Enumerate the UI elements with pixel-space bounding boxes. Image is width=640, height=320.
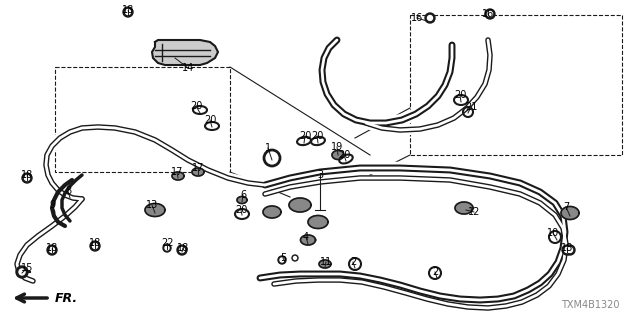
Text: 18: 18 [122, 5, 134, 15]
Text: 4: 4 [303, 232, 309, 242]
Text: 18: 18 [561, 243, 573, 253]
Circle shape [47, 245, 57, 255]
Polygon shape [319, 260, 331, 268]
Circle shape [24, 175, 29, 180]
Circle shape [177, 245, 187, 255]
Text: TXM4B1320: TXM4B1320 [561, 300, 620, 310]
Text: 16: 16 [482, 9, 494, 19]
Circle shape [428, 15, 433, 20]
Text: 8: 8 [65, 186, 71, 196]
Text: 20: 20 [338, 150, 350, 160]
Circle shape [163, 244, 171, 252]
Text: 20: 20 [311, 131, 323, 141]
Circle shape [49, 247, 54, 252]
Circle shape [564, 247, 570, 252]
Text: 2: 2 [432, 267, 438, 277]
Text: 18: 18 [21, 170, 33, 180]
Circle shape [125, 10, 131, 14]
Polygon shape [308, 215, 328, 228]
Circle shape [562, 245, 572, 255]
Polygon shape [332, 150, 344, 159]
Text: 22: 22 [161, 238, 173, 248]
Circle shape [425, 13, 435, 23]
Circle shape [485, 9, 495, 19]
Text: 20: 20 [299, 131, 311, 141]
Circle shape [93, 244, 97, 249]
Text: 18: 18 [46, 243, 58, 253]
Circle shape [280, 258, 284, 262]
Text: 9: 9 [49, 200, 55, 210]
Text: 20: 20 [190, 101, 202, 111]
Circle shape [19, 269, 25, 275]
Text: 1: 1 [265, 143, 271, 153]
Text: 16: 16 [411, 13, 423, 23]
Text: 19: 19 [331, 142, 343, 152]
Text: 7: 7 [563, 202, 569, 212]
Polygon shape [237, 196, 247, 204]
Text: 13: 13 [146, 200, 158, 210]
Polygon shape [192, 168, 204, 176]
Circle shape [565, 245, 575, 255]
Text: FR.: FR. [55, 292, 78, 305]
Circle shape [488, 12, 493, 17]
Text: 15: 15 [21, 263, 33, 273]
Text: 17: 17 [171, 167, 183, 177]
Text: 12: 12 [468, 207, 480, 217]
Polygon shape [172, 172, 184, 180]
Circle shape [123, 7, 133, 17]
Circle shape [294, 257, 296, 260]
Text: 5: 5 [280, 253, 286, 263]
Text: 6: 6 [240, 190, 246, 200]
Circle shape [165, 246, 169, 250]
Polygon shape [455, 202, 473, 214]
Circle shape [16, 266, 28, 278]
Text: 2: 2 [350, 257, 356, 267]
Text: 21: 21 [465, 102, 477, 112]
Bar [55, 67, 230, 172]
Text: 10: 10 [547, 228, 559, 238]
Text: 20: 20 [204, 115, 216, 125]
Circle shape [179, 247, 184, 252]
Polygon shape [152, 40, 218, 65]
Bar [410, 15, 622, 155]
Polygon shape [561, 206, 579, 220]
Text: 14: 14 [182, 63, 194, 73]
Text: 11: 11 [320, 257, 332, 267]
Text: 18: 18 [89, 238, 101, 248]
Text: 18: 18 [177, 243, 189, 253]
Circle shape [22, 173, 32, 183]
Text: 20: 20 [454, 90, 466, 100]
Circle shape [90, 241, 100, 251]
Polygon shape [145, 204, 165, 217]
Text: 20: 20 [235, 205, 247, 215]
Text: 17: 17 [192, 163, 204, 173]
Polygon shape [301, 235, 316, 245]
Circle shape [292, 255, 298, 261]
Circle shape [278, 256, 286, 264]
Text: 3: 3 [317, 170, 323, 180]
Circle shape [568, 247, 573, 252]
Polygon shape [263, 206, 281, 218]
Polygon shape [289, 198, 311, 212]
